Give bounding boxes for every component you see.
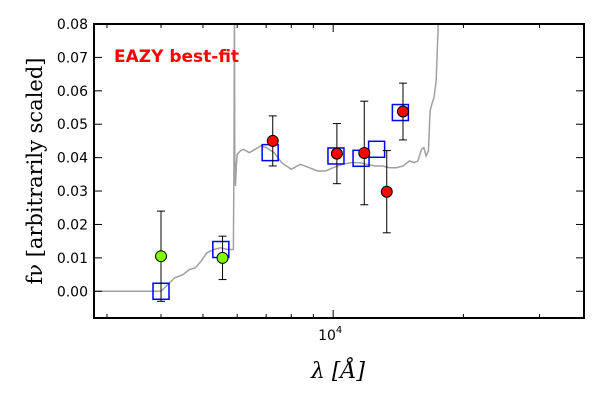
plot-frame: [93, 23, 585, 319]
y-tick-label: 0.05: [57, 117, 88, 133]
y-tick-label: 0.08: [57, 17, 88, 33]
observed-point-red: [330, 147, 343, 160]
observed-point-green: [216, 251, 229, 264]
model-photometry-layer: [152, 103, 410, 301]
observed-point-green: [155, 250, 168, 263]
x-ticks: 104: [106, 24, 541, 344]
y-tick-label: 0.04: [57, 151, 88, 167]
y-tick-label: 0.00: [57, 284, 88, 300]
y-ticks: 0.00 0.01 0.02 0.03 0.04 0.05 0.06 0.07 0.08: [57, 17, 584, 300]
template-spectrum-line: [95, 25, 439, 293]
y-tick-label: 0.03: [57, 184, 88, 200]
model-photometry-box: [367, 140, 386, 159]
x-tick-label: 104: [318, 325, 342, 344]
y-tick-label: 0.07: [57, 50, 88, 66]
observed-point-red: [266, 134, 279, 147]
observed-point-red: [396, 105, 409, 118]
x-axis-label: λ [Å]: [310, 356, 365, 384]
observed-points-layer: [155, 105, 409, 264]
y-tick-label: 0.06: [57, 84, 88, 100]
template-layer: [95, 25, 439, 293]
y-tick-label: 0.01: [57, 251, 88, 267]
y-axis-label: fν [arbitrarily scaled]: [23, 58, 47, 285]
y-tick-label: 0.02: [57, 217, 88, 233]
observed-point-red: [358, 146, 371, 159]
annotation-text: EAZY best-fit: [114, 47, 239, 67]
observed-point-red: [380, 185, 393, 198]
